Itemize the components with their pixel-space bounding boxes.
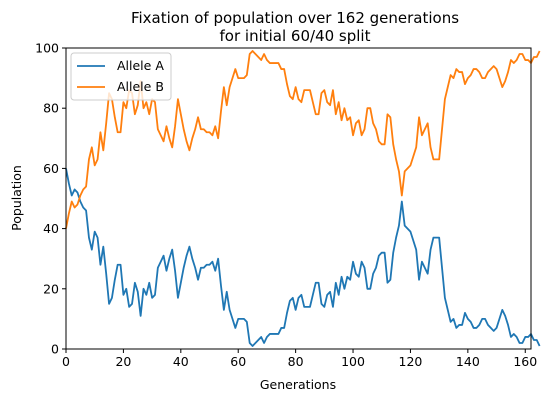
y-tick-label: 100 <box>35 41 59 56</box>
x-tick-label: 140 <box>456 354 480 369</box>
series-line-allele-b <box>65 50 541 229</box>
series-line-allele-a <box>65 168 541 347</box>
x-tick-label: 100 <box>341 354 365 369</box>
y-axis: 0 20 40 60 80 100 <box>35 41 66 357</box>
legend-box <box>70 52 172 101</box>
x-axis-title: Generations <box>260 377 336 392</box>
x-tick-label: 60 <box>230 354 246 369</box>
x-axis: 0 20 40 60 80 100 120 140 160 <box>62 349 537 369</box>
chart-title-line2: for initial 60/40 split <box>220 27 371 45</box>
chart-title-line1: Fixation of population over 162 generati… <box>131 9 459 27</box>
plot-frame <box>65 47 532 350</box>
chart-title: Fixation of population over 162 generati… <box>131 9 459 45</box>
legend: Allele A Allele B <box>70 52 172 101</box>
x-tick-label: 20 <box>115 354 131 369</box>
y-tick-label: 80 <box>43 101 59 116</box>
x-tick-label: 0 <box>62 354 70 369</box>
legend-label-allele-a: Allele A <box>117 58 164 73</box>
y-tick-label: 0 <box>51 342 59 357</box>
legend-label-allele-b: Allele B <box>117 79 164 94</box>
series-layer <box>65 50 541 347</box>
x-tick-label: 160 <box>513 354 537 369</box>
y-tick-label: 40 <box>43 221 59 236</box>
x-tick-label: 120 <box>399 354 423 369</box>
x-tick-label: 40 <box>173 354 189 369</box>
y-tick-label: 20 <box>43 281 59 296</box>
x-tick-label: 80 <box>288 354 304 369</box>
y-tick-label: 60 <box>43 161 59 176</box>
y-axis-title: Population <box>9 165 24 231</box>
